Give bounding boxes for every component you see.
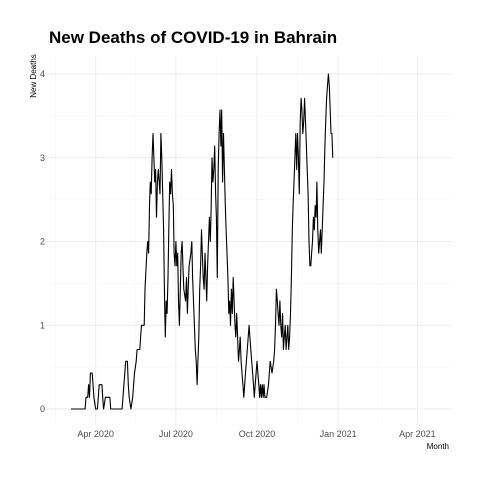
minor-gridlines [46, 56, 452, 425]
y-tick-label: 2 [40, 237, 45, 247]
y-tick-label: 4 [40, 69, 45, 79]
x-tick-label: Apr 2020 [77, 429, 114, 439]
chart-title: New Deaths of COVID-19 in Bahrain [49, 28, 337, 47]
y-tick-label: 1 [40, 320, 45, 330]
x-axis-ticks: Apr 2020 Jul 2020 Oct 2020 Jan 2021 Apr 2021 [77, 429, 435, 439]
y-tick-label: 3 [40, 153, 45, 163]
major-gridlines [46, 56, 452, 425]
x-tick-label: Jan 2021 [320, 429, 357, 439]
new-deaths-line [71, 73, 334, 410]
x-tick-label: Apr 2021 [399, 429, 436, 439]
x-axis-title: Month [427, 442, 449, 451]
x-tick-label: Jul 2020 [159, 429, 193, 439]
y-tick-label: 0 [40, 404, 45, 414]
y-axis-ticks: 0 1 2 3 4 [40, 69, 45, 414]
y-axis-title: New Deaths [29, 54, 38, 98]
x-tick-label: Oct 2020 [239, 429, 276, 439]
